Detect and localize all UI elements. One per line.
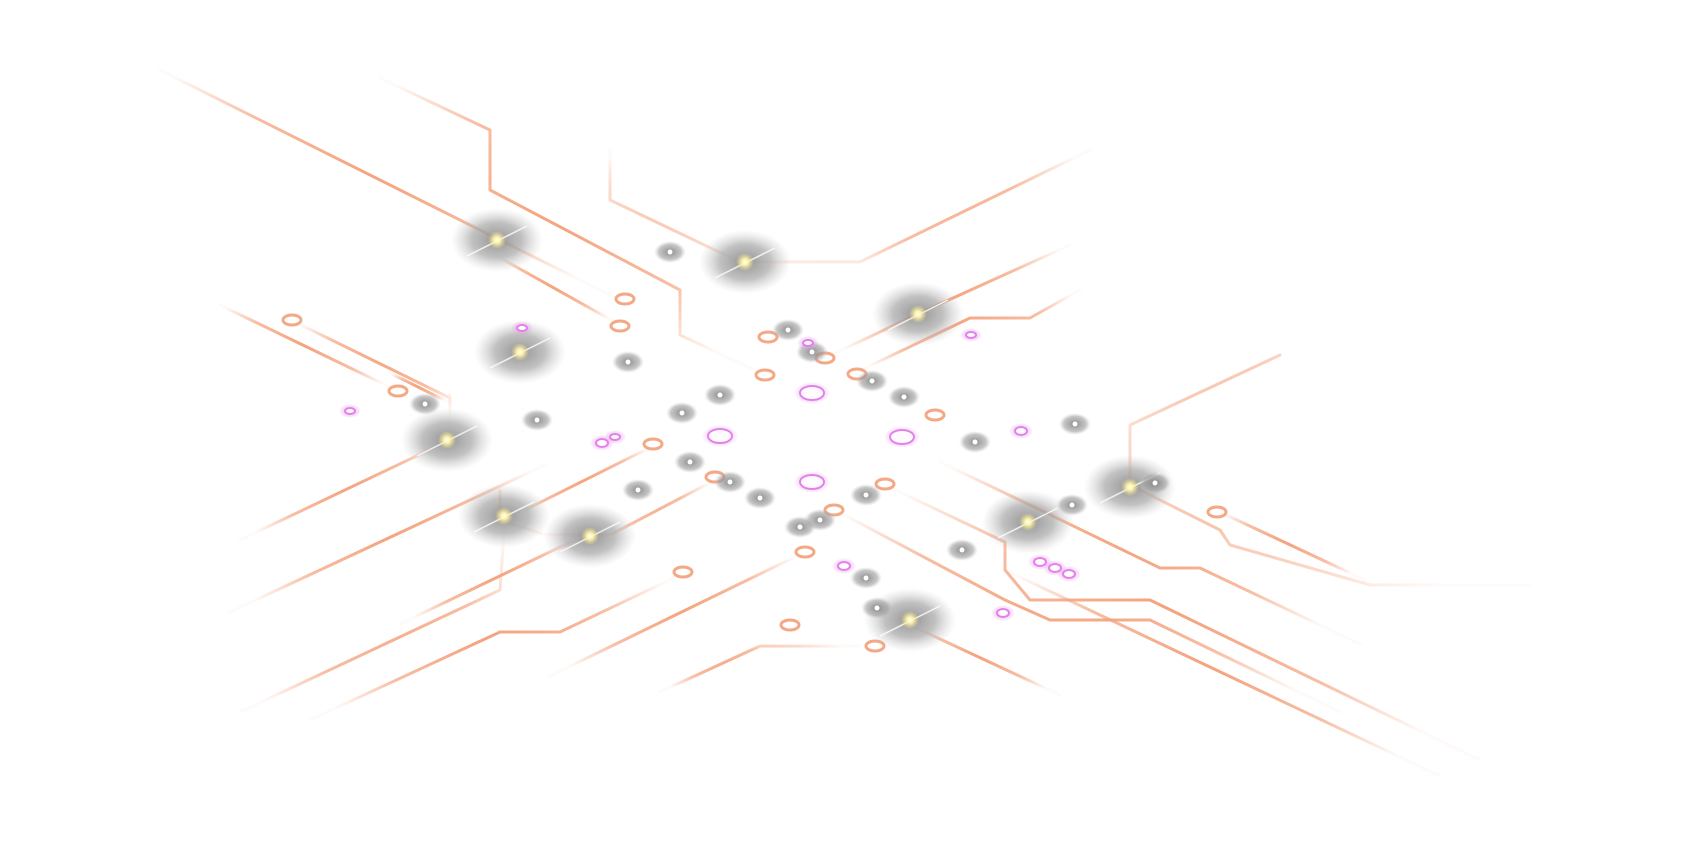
circuit-trace <box>238 518 507 714</box>
small-node-core <box>863 492 869 498</box>
small-node-core <box>972 439 978 445</box>
accent-ring <box>837 561 851 571</box>
circuit-trace <box>658 644 862 694</box>
small-node-core <box>874 605 880 611</box>
small-node-core <box>757 495 763 501</box>
small-node-core <box>817 517 823 523</box>
small-node-core <box>1072 421 1078 427</box>
small-node-core <box>959 547 965 553</box>
glow-node-core <box>581 527 599 545</box>
small-node-core <box>679 410 685 416</box>
accent-ring <box>799 385 825 401</box>
trace-pad <box>614 292 636 306</box>
trace-pad <box>794 545 816 559</box>
accent-ring <box>1062 569 1076 579</box>
circuit-trace <box>1218 510 1367 582</box>
small-node-core <box>625 359 631 365</box>
trace-pad <box>779 618 801 632</box>
small-node-core <box>869 378 875 384</box>
small-node-core <box>534 417 540 423</box>
small-node-core <box>1152 480 1158 486</box>
glow-node-core <box>736 253 754 271</box>
circuit-trace <box>883 483 1482 762</box>
accent-ring <box>889 429 915 445</box>
trace-pad <box>642 437 664 451</box>
accent-ring <box>609 433 621 441</box>
circuit-trace <box>378 76 767 377</box>
small-node-core <box>717 392 723 398</box>
small-node-core <box>863 575 869 581</box>
accent-ring <box>799 474 825 490</box>
glow-node-core <box>1019 513 1037 531</box>
circuit-trace <box>218 303 402 394</box>
circuit-trace <box>548 550 807 678</box>
trace-end-pads <box>281 292 1228 653</box>
accent-ring <box>707 428 733 444</box>
small-node-core <box>422 401 428 407</box>
small-node-core <box>901 394 907 400</box>
trace-pad <box>672 565 694 579</box>
small-node-core <box>667 249 673 255</box>
small-node-core <box>785 327 791 333</box>
small-node-core <box>809 349 815 355</box>
accent-ring <box>802 339 814 347</box>
trace-pad <box>924 408 946 422</box>
trace-pad <box>754 368 776 382</box>
circuit-trace <box>1003 568 1442 778</box>
glow-node-core <box>1121 478 1139 496</box>
accent-ring <box>965 331 977 339</box>
accent-ring <box>595 438 609 448</box>
accent-ring <box>344 407 356 415</box>
accent-ring <box>516 324 528 332</box>
glowing-nodes <box>401 208 1176 652</box>
pink-accent-dots <box>339 321 1081 621</box>
small-node-core <box>1069 502 1075 508</box>
circuit-trace <box>1128 353 1532 587</box>
trace-pad <box>874 477 896 491</box>
glow-node-core <box>511 343 529 361</box>
circuit-trace <box>308 573 682 722</box>
circuit-trace <box>938 460 1362 646</box>
trace-pad <box>1206 505 1228 519</box>
glow-node-core <box>438 431 456 449</box>
accent-ring <box>1033 557 1047 567</box>
circuit-trace <box>833 508 1342 714</box>
circuit-traces <box>158 68 1532 778</box>
glow-node-core <box>495 507 513 525</box>
trace-pad <box>281 313 303 327</box>
small-node-core <box>727 479 733 485</box>
small-node-core <box>635 487 641 493</box>
circuit-trace <box>158 68 622 302</box>
small-node-core <box>797 524 803 530</box>
trace-pad <box>609 319 631 333</box>
glow-node-core <box>909 305 927 323</box>
glow-node-core <box>488 231 506 249</box>
trace-pad <box>387 384 409 398</box>
glow-node-core <box>901 611 919 629</box>
accent-ring <box>996 608 1010 618</box>
accent-ring <box>1048 563 1062 573</box>
accent-ring <box>1014 426 1028 436</box>
small-node-core <box>687 459 693 465</box>
